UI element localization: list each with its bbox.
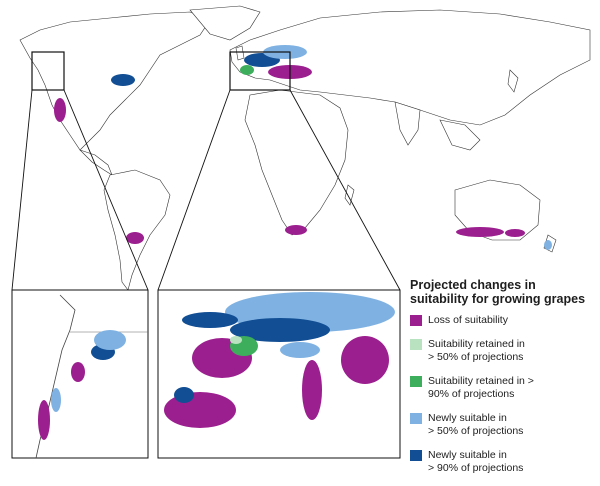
legend-label-retained90: Suitability retained in > 90% of project… bbox=[428, 375, 534, 400]
legend-label-new90: Newly suitable in > 90% of projections bbox=[428, 449, 524, 474]
legend-item-loss: Loss of suitability bbox=[410, 314, 598, 327]
eurasia bbox=[229, 9, 591, 126]
japan bbox=[507, 69, 519, 93]
africa bbox=[244, 89, 349, 236]
legend-item-retained90: Suitability retained in > 90% of project… bbox=[410, 375, 598, 401]
overlay-europe-retained bbox=[240, 65, 254, 75]
legend-item-new90: Newly suitable in > 90% of projections bbox=[410, 449, 598, 475]
inset-na-new50 bbox=[94, 330, 126, 350]
legend-swatch-retained90 bbox=[410, 376, 422, 387]
greenland bbox=[189, 5, 261, 41]
australia bbox=[454, 179, 541, 241]
overlay-australia-east bbox=[505, 229, 525, 237]
overlay-australia bbox=[456, 227, 504, 237]
world-landmasses bbox=[19, 5, 591, 291]
inset-eu-retained50 bbox=[230, 336, 242, 344]
india bbox=[394, 101, 421, 146]
legend-swatch-retained50 bbox=[410, 339, 422, 350]
inset-europe bbox=[157, 289, 401, 459]
madagascar bbox=[344, 184, 355, 206]
legend-item-new50: Newly suitable in > 50% of projections bbox=[410, 412, 598, 438]
inset-eu-new90-2 bbox=[182, 312, 238, 328]
inset-na-loss-1 bbox=[38, 400, 50, 440]
inset-na-west bbox=[11, 289, 149, 459]
inset-eu-loss-italy bbox=[302, 360, 322, 420]
legend-title: Projected changes in suitability for gro… bbox=[410, 278, 586, 306]
overlay-africa-south bbox=[285, 225, 307, 235]
inset-eu-new90-iberia bbox=[174, 387, 194, 403]
inset-na-loss-2 bbox=[71, 362, 85, 382]
na-west-selection-box bbox=[31, 51, 65, 91]
inset-eu-loss-balkans bbox=[341, 336, 389, 384]
south-america bbox=[103, 169, 171, 291]
legend-swatch-new50 bbox=[410, 413, 422, 424]
legend-label-retained50: Suitability retained in > 50% of project… bbox=[428, 338, 525, 363]
overlay-na-east bbox=[111, 74, 135, 86]
legend-label-new50: Newly suitable in > 50% of projections bbox=[428, 412, 524, 437]
inset-na-new50-2 bbox=[51, 388, 61, 412]
uk bbox=[235, 45, 245, 61]
se-asia bbox=[439, 119, 481, 151]
inset-eu-new90-1 bbox=[230, 318, 330, 342]
legend-label-loss: Loss of suitability bbox=[428, 314, 508, 326]
central-america bbox=[79, 149, 113, 176]
legend-swatch-loss bbox=[410, 315, 422, 326]
europe-selection-box bbox=[229, 51, 291, 91]
legend: Projected changes in suitability for gro… bbox=[410, 278, 598, 486]
legend-swatch-new90 bbox=[410, 450, 422, 461]
zoom-connectors bbox=[11, 89, 401, 291]
world-suitability-overlays bbox=[54, 45, 552, 250]
overlay-na-west bbox=[54, 98, 66, 122]
legend-item-retained50: Suitability retained in > 50% of project… bbox=[410, 338, 598, 364]
inset-eu-new50-alps bbox=[280, 342, 320, 358]
overlay-sa bbox=[126, 232, 144, 244]
overlay-nz bbox=[544, 240, 552, 250]
